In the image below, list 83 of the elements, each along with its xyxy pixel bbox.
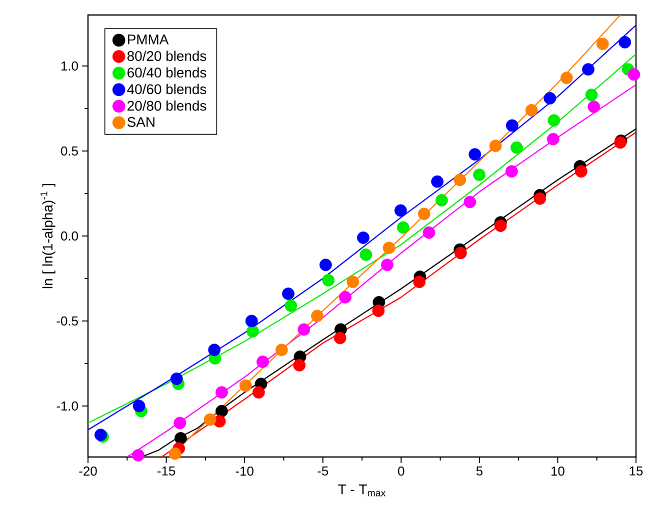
point [298, 323, 310, 336]
point [534, 192, 546, 205]
point [275, 344, 288, 356]
x-tick-label: -10 [236, 466, 254, 476]
point [174, 432, 187, 444]
point [382, 242, 396, 254]
point [454, 246, 467, 260]
point [293, 359, 306, 372]
point [396, 221, 410, 234]
point [360, 248, 372, 261]
point [431, 175, 444, 188]
point [208, 344, 221, 356]
point [94, 428, 107, 442]
point [468, 148, 482, 161]
legend-label: 20/80 blends [128, 100, 206, 111]
point [174, 416, 186, 430]
x-tick-label: -20 [79, 466, 97, 476]
point [282, 288, 294, 300]
point [525, 104, 538, 116]
legend-label: 40/60 blends [127, 84, 206, 94]
point [422, 226, 436, 239]
point [216, 404, 228, 418]
y-tick-label: -1.0 [56, 401, 78, 411]
point [168, 447, 182, 460]
point [494, 220, 507, 232]
point [256, 356, 269, 368]
point [464, 196, 476, 208]
point [246, 325, 259, 338]
point [585, 88, 598, 102]
point [346, 276, 360, 288]
point [334, 332, 346, 344]
point [132, 400, 146, 412]
point [548, 114, 560, 127]
point [132, 449, 144, 462]
legend-label: SAN [127, 117, 154, 127]
point [588, 100, 600, 113]
point [394, 204, 407, 217]
x-tick-label: -15 [158, 466, 176, 476]
y-axis-title: ln [ ln(1-alpha)$^{-1}$ ] [40, 184, 56, 288]
point [596, 38, 609, 50]
point [252, 386, 265, 399]
y-tick-label: 1.0 [61, 61, 78, 71]
point [506, 119, 518, 132]
point [284, 300, 298, 312]
x-tick-label: 5 [476, 466, 482, 476]
point [575, 165, 588, 178]
point [245, 314, 258, 328]
x-tick-label: 0 [398, 466, 404, 476]
legend-label: 80/20 blends [127, 50, 206, 61]
point [418, 208, 430, 220]
point [339, 291, 352, 304]
point [319, 258, 332, 272]
point [628, 68, 640, 81]
point [357, 231, 370, 244]
legend-label: PMMA [128, 34, 169, 44]
point [560, 72, 573, 84]
point [413, 276, 426, 288]
point [436, 194, 448, 206]
point [546, 132, 560, 146]
point [322, 274, 335, 286]
x-tick-label: 15 [630, 466, 643, 476]
x-axis-title: T - T$_{max}$ [338, 484, 386, 496]
legend-label: 60/40 blends [128, 67, 206, 78]
point [170, 372, 183, 385]
y-tick-label: -0.5 [56, 316, 78, 326]
y-tick-label: 0.0 [60, 231, 78, 241]
point [544, 92, 556, 104]
y-tick-label: 0.5 [60, 146, 78, 156]
point [239, 379, 252, 392]
point [510, 141, 523, 154]
point [311, 310, 324, 322]
point [454, 174, 466, 186]
point [618, 36, 632, 48]
x-tick-label: -5 [318, 466, 328, 476]
point [489, 140, 502, 152]
point [473, 168, 486, 181]
point [204, 413, 216, 426]
point [381, 258, 394, 272]
point [372, 304, 385, 317]
point [216, 386, 228, 399]
x-tick-label: 10 [552, 466, 564, 476]
point [505, 165, 518, 178]
point [582, 63, 594, 76]
